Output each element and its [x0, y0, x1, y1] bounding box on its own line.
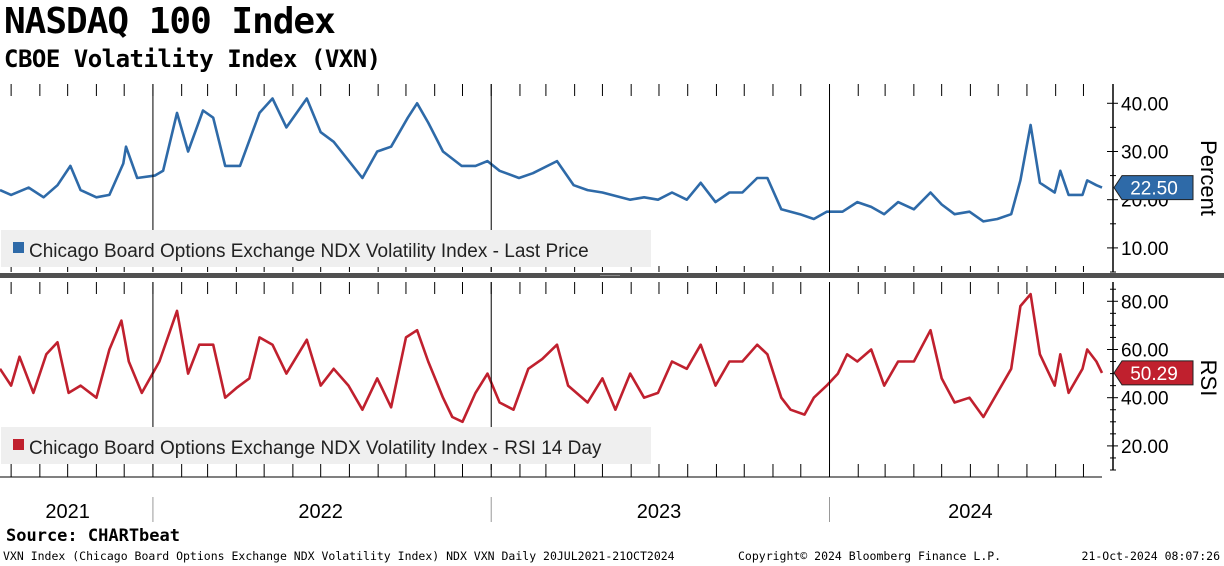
x-year-label: 2024 [948, 501, 993, 523]
x-year-label: 2023 [637, 501, 682, 523]
rsi-y-tick-label: 60.00 [1121, 340, 1169, 361]
rsi-legend-bg [1, 427, 651, 464]
vxn-series-line [0, 97, 1103, 223]
vxn-last-value-flag: 22.50 [1113, 175, 1194, 201]
vxn-axis-title: Percent [1196, 140, 1221, 216]
vxn-legend-text: Chicago Board Options Exchange NDX Volat… [29, 241, 589, 262]
vxn-legend-bg [1, 230, 651, 267]
rsi-series-line [0, 292, 1104, 424]
footer-copyright: Copyright© 2024 Bloomberg Finance L.P. [738, 549, 1002, 563]
vxn-legend: Chicago Board Options Exchange NDX Volat… [1, 230, 651, 267]
rsi-last-value-box [1113, 360, 1194, 386]
chart-title: NASDAQ 100 Index [4, 1, 336, 42]
x-year-label: 2021 [45, 501, 90, 523]
rsi-axis-title: RSI [1196, 360, 1221, 397]
rsi-y-tick-label: 80.00 [1121, 292, 1169, 313]
rsi-legend-text: Chicago Board Options Exchange NDX Volat… [29, 438, 602, 459]
vxn-legend-swatch [13, 242, 24, 253]
vxn-last-value-box [1113, 175, 1194, 201]
vxn-last-value-label: 22.50 [1130, 179, 1178, 200]
rsi-y-tick-label: 40.00 [1121, 389, 1169, 410]
rsi-legend: Chicago Board Options Exchange NDX Volat… [1, 427, 651, 464]
vxn-y-tick-label: 30.00 [1121, 142, 1169, 163]
source-note: Source: CHARTbeat [6, 526, 180, 546]
rsi-last-value-label: 50.29 [1130, 364, 1178, 385]
chart-subtitle: CBOE Volatility Index (VXN) [4, 45, 381, 73]
footer-description: VXN Index (Chicago Board Options Exchang… [3, 549, 675, 563]
x-year-label: 2022 [298, 501, 343, 523]
vxn-y-tick-label: 40.00 [1121, 94, 1169, 115]
rsi-last-value-flag: 50.29 [1113, 360, 1194, 386]
rsi-legend-swatch [13, 439, 24, 450]
footer-timestamp: 21-Oct-2024 08:07:26 [1081, 549, 1220, 563]
rsi-y-tick-label: 20.00 [1121, 437, 1169, 458]
vxn-y-tick-label: 10.00 [1121, 239, 1169, 260]
